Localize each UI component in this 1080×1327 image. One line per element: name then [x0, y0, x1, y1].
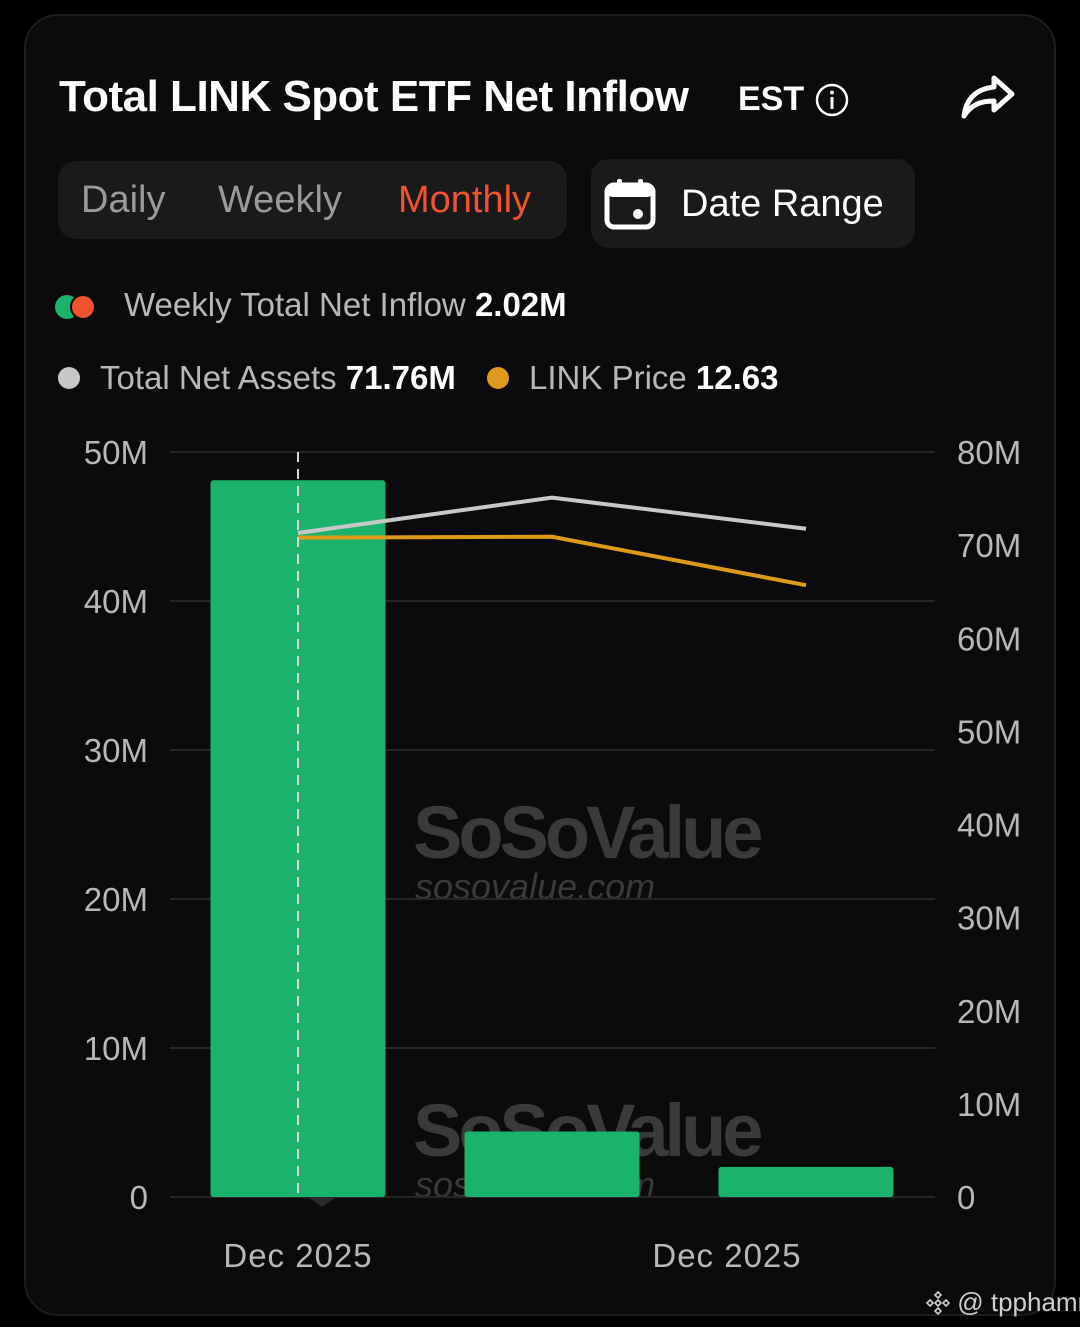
- timezone-label[interactable]: EST: [738, 80, 805, 118]
- y-right-tick-label: 0: [957, 1179, 975, 1216]
- y-right-tick-label: 40M: [957, 807, 1021, 844]
- credit-label: @ tpphamm: [957, 1287, 1080, 1317]
- y-right-tick-label: 70M: [957, 527, 1021, 564]
- calendar-icon: [604, 179, 656, 230]
- legend-inflow-label: Weekly Total Net Inflow: [124, 286, 466, 323]
- date-range-label: Date Range: [681, 183, 884, 225]
- credit-handle: @ tpphamm: [925, 1287, 1080, 1318]
- watermark-url: sosovalue.com: [415, 866, 656, 907]
- share-icon[interactable]: [960, 72, 1016, 122]
- binance-logo-icon: [925, 1290, 951, 1316]
- legend-price-label: LINK Price: [529, 359, 687, 396]
- tab-monthly[interactable]: Monthly: [398, 179, 532, 221]
- y-left-tick-label: 50M: [84, 434, 148, 471]
- y-right-tick-label: 10M: [957, 1086, 1021, 1123]
- chart-title: Total LINK Spot ETF Net Inflow: [59, 72, 689, 121]
- legend-inflow: Weekly Total Net Inflow 2.02M: [54, 286, 567, 324]
- info-icon[interactable]: [814, 82, 850, 118]
- watermark-brand: SoSoValue: [413, 791, 763, 874]
- link-price-line: [297, 534, 807, 588]
- x-tick-label: Dec 2025: [652, 1237, 801, 1274]
- legend-price-value: 12.63: [695, 359, 779, 396]
- crosshair-marker: [308, 1197, 336, 1207]
- tab-weekly[interactable]: Weekly: [218, 179, 342, 221]
- y-left-tick-label: 0: [130, 1179, 148, 1216]
- y-left-tick-label: 20M: [84, 881, 148, 918]
- y-right-tick-label: 50M: [957, 713, 1021, 750]
- inflow-bar: [210, 480, 386, 1197]
- y-right-tick-label: 80M: [957, 434, 1021, 471]
- legend-assets-value: 71.76M: [345, 359, 456, 396]
- total-net-assets-line: [297, 495, 807, 535]
- assets-legend-dot: [58, 367, 80, 389]
- y-right-tick-label: 20M: [957, 993, 1021, 1030]
- price-legend-dot: [487, 367, 510, 389]
- x-tick-label: Dec 2025: [223, 1237, 372, 1274]
- period-tabs: Daily Weekly Monthly: [58, 161, 567, 239]
- inflow-bar: [718, 1166, 894, 1197]
- inflow-legend-icon: [55, 294, 96, 320]
- legend-assets-label: Total Net Assets: [100, 359, 337, 396]
- y-right-tick-label: 30M: [957, 900, 1021, 937]
- y-right-tick-label: 60M: [957, 620, 1021, 657]
- y-left-tick-label: 10M: [84, 1030, 148, 1067]
- tab-daily[interactable]: Daily: [81, 179, 166, 221]
- inflow-bar: [464, 1131, 640, 1197]
- y-left-tick-label: 30M: [84, 732, 148, 769]
- date-range-button[interactable]: Date Range: [591, 159, 915, 248]
- y-left-tick-label: 40M: [84, 583, 148, 620]
- legend-inflow-value: 2.02M: [474, 286, 567, 323]
- legend-assets-price: Total Net Assets 71.76M LINK Price 12.63: [58, 359, 779, 397]
